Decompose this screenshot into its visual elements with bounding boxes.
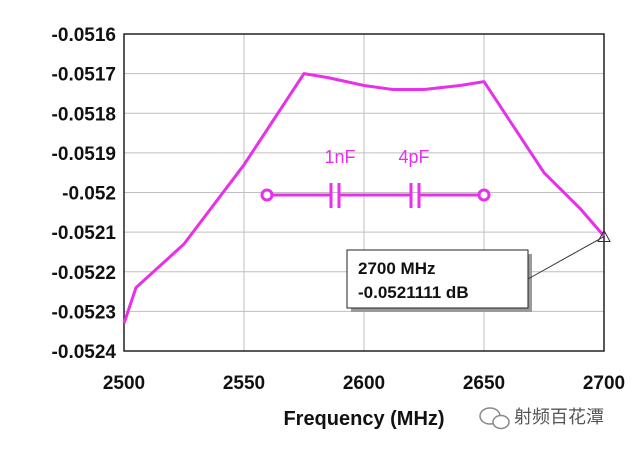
capacitor-2-label: 4pF (398, 147, 429, 167)
x-axis-title: Frequency (MHz) (283, 408, 444, 430)
y-tick-label: -0.0519 (52, 144, 116, 165)
y-tick-label: -0.052 (62, 184, 116, 205)
marker-value: -0.0521111 dB (358, 283, 469, 302)
x-tick-label: 2650 (463, 373, 505, 394)
plot-frame (123, 33, 605, 352)
circuit-diagram (260, 183, 491, 208)
y-tick-label: -0.0516 (52, 25, 116, 46)
y-tick-label: -0.0517 (52, 65, 116, 86)
marker-callout: 2700 MHz -0.0521111 dB (346, 229, 611, 312)
y-tick-label: -0.0524 (52, 342, 117, 363)
y-tick-label: -0.0518 (52, 104, 116, 125)
port-2 (477, 188, 491, 202)
x-tick-label: 2600 (343, 373, 385, 394)
x-tick-label: 2500 (103, 373, 145, 394)
x-tick-label: 2700 (583, 373, 625, 394)
port-1 (260, 188, 274, 202)
x-axis-ticks: 2500 2550 2600 2650 2700 (103, 373, 625, 394)
marker-point (597, 229, 611, 243)
y-tick-label: -0.0523 (52, 302, 116, 323)
watermark-text: 射频百花潭 (514, 407, 604, 428)
marker-leader-line (527, 236, 605, 280)
wechat-logo-icon (479, 407, 510, 430)
marker-triangle-icon (597, 229, 611, 243)
y-tick-label: -0.0522 (52, 263, 116, 284)
marker-frequency: 2700 MHz (358, 259, 435, 278)
watermark: 射频百花潭 (479, 407, 604, 430)
marker-label-box (346, 249, 529, 309)
series-line (122, 72, 606, 324)
capacitor-1-label: 1nF (324, 147, 355, 167)
x-tick-label: 2550 (223, 373, 265, 394)
y-axis-ticks: -0.0516 -0.0517 -0.0518 -0.0519 -0.052 -0.052… (52, 25, 117, 363)
y-tick-label: -0.0521 (52, 223, 117, 244)
